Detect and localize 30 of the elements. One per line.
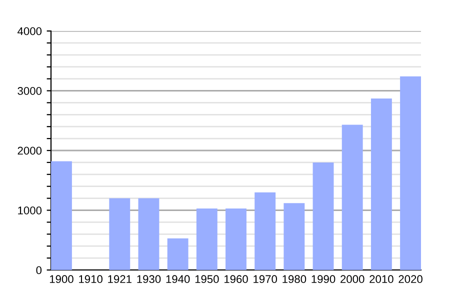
bar	[342, 124, 363, 270]
bar	[254, 192, 276, 270]
x-tick-label: 2020	[398, 275, 422, 284]
y-tick-label: 3000	[18, 87, 42, 95]
y-tick-label: 4000	[18, 27, 42, 36]
x-tick-label: 2000	[340, 275, 364, 284]
bar	[167, 238, 188, 270]
x-tick-label: 1930	[137, 275, 161, 284]
bar	[312, 162, 334, 270]
y-tick-label: 0	[36, 266, 42, 274]
x-tick-label: 1950	[195, 275, 219, 284]
y-tick-label: 2000	[18, 146, 42, 155]
x-tick-label: 1980	[282, 275, 306, 284]
x-tick-label: 1910	[79, 275, 102, 284]
bar	[370, 98, 392, 270]
bar	[226, 208, 246, 270]
x-tick-label: 2010	[370, 275, 394, 284]
y-tick-label: 1000	[18, 206, 42, 214]
x-tick-label: 1940	[166, 275, 190, 284]
x-tick-label: 1970	[254, 275, 278, 284]
x-tick-label: 1900	[50, 275, 74, 284]
bar	[109, 198, 130, 270]
bar	[400, 76, 421, 270]
x-tick-label: 1990	[312, 275, 336, 284]
bar	[51, 161, 72, 270]
bar	[196, 208, 218, 270]
bar	[284, 203, 305, 270]
x-tick-label: 1921	[108, 275, 132, 284]
x-tick-label: 1960	[224, 275, 248, 284]
bar	[138, 198, 160, 270]
